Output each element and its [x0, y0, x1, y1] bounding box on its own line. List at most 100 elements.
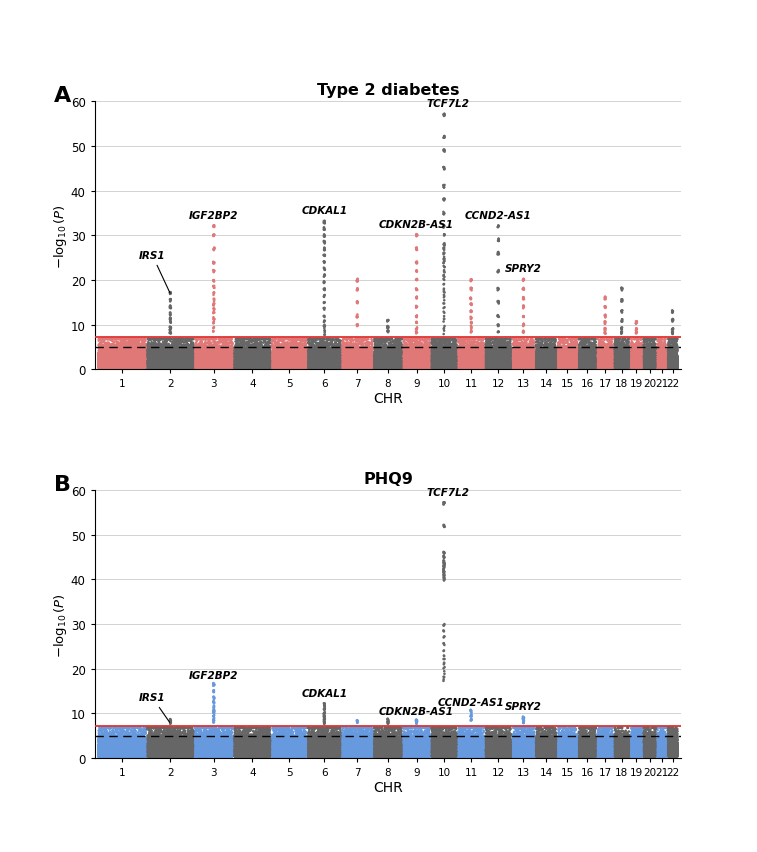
Point [550, 747, 562, 761]
Point [192, 747, 204, 761]
Point [618, 746, 631, 760]
Point [256, 358, 268, 371]
Point [206, 735, 218, 749]
Point [172, 746, 184, 759]
Point [385, 743, 397, 757]
Point [378, 745, 391, 758]
Point [313, 738, 325, 751]
Point [197, 360, 209, 374]
Point [99, 354, 111, 368]
Point [416, 361, 428, 375]
Point [383, 356, 395, 370]
Point [157, 359, 170, 372]
Point [494, 360, 506, 373]
Point [104, 356, 117, 370]
Point [620, 354, 632, 368]
Point [556, 360, 568, 374]
Point [211, 353, 223, 366]
Point [193, 739, 205, 752]
Point [268, 360, 280, 374]
Point [298, 354, 310, 368]
Point [492, 745, 504, 758]
Point [646, 746, 659, 760]
Point [189, 361, 201, 375]
Point [238, 353, 250, 366]
Point [447, 360, 459, 374]
Point [211, 356, 223, 370]
Point [559, 746, 572, 759]
Point [602, 740, 614, 754]
Point [316, 359, 328, 372]
Point [359, 353, 371, 366]
Point [187, 358, 199, 371]
Point [512, 360, 525, 374]
Point [586, 356, 598, 370]
Point [151, 360, 164, 373]
Point [584, 748, 596, 762]
Point [213, 747, 225, 761]
Point [488, 734, 500, 748]
Point [272, 345, 284, 359]
Point [443, 721, 455, 734]
Point [344, 732, 357, 746]
Point [478, 747, 490, 761]
Point [297, 734, 309, 747]
Point [638, 353, 650, 366]
Point [458, 360, 470, 374]
Point [120, 748, 132, 762]
Point [416, 346, 428, 360]
Point [457, 358, 469, 371]
Point [349, 730, 361, 744]
Point [527, 354, 539, 368]
Point [413, 741, 425, 755]
Point [118, 748, 130, 762]
Point [513, 744, 525, 757]
Point [241, 726, 254, 740]
Point [318, 354, 330, 368]
Point [588, 360, 600, 373]
Point [476, 360, 488, 373]
Point [460, 357, 472, 371]
Point [269, 744, 281, 757]
Point [283, 353, 295, 366]
Point [621, 343, 633, 357]
Point [654, 746, 666, 760]
Point [247, 357, 259, 371]
Point [244, 360, 256, 373]
Point [264, 736, 276, 750]
Point [145, 736, 157, 750]
Point [297, 748, 309, 762]
Point [354, 360, 366, 374]
Point [176, 358, 188, 371]
Point [313, 744, 326, 757]
Point [419, 749, 431, 763]
Point [294, 749, 307, 763]
Point [147, 360, 159, 373]
Point [381, 746, 393, 760]
Point [315, 750, 327, 763]
Point [655, 740, 667, 753]
Point [574, 742, 586, 756]
Point [453, 350, 465, 364]
Point [341, 739, 353, 752]
Point [416, 359, 428, 372]
Point [569, 355, 581, 369]
Point [98, 360, 111, 373]
Point [319, 748, 332, 762]
Point [239, 360, 251, 374]
Point [403, 360, 416, 373]
Point [223, 750, 235, 763]
Point [288, 359, 301, 372]
Point [131, 353, 143, 366]
Point [170, 356, 182, 370]
Point [488, 348, 500, 362]
Point [434, 746, 446, 759]
Point [217, 359, 229, 372]
Point [445, 360, 457, 373]
Point [600, 728, 612, 741]
Point [388, 746, 400, 759]
Point [496, 333, 508, 347]
Point [463, 353, 475, 366]
Point [525, 747, 537, 761]
Point [644, 747, 656, 761]
